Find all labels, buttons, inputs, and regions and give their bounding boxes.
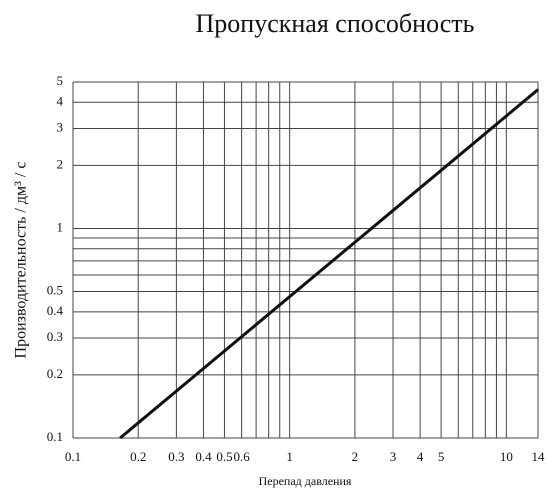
y-tick-label: 5: [57, 73, 64, 88]
y-tick-label: 0.4: [47, 303, 64, 318]
x-tick-label: 4: [417, 449, 424, 464]
x-tick-label: 0.2: [130, 449, 146, 464]
y-tick-label: 3: [57, 119, 64, 134]
x-tick-label: 14: [532, 449, 546, 464]
x-tick-label: 1: [286, 449, 293, 464]
x-tick-label: 2: [352, 449, 359, 464]
y-tick-label: 0.1: [47, 429, 63, 444]
data-line: [119, 88, 539, 440]
x-tick-label: 3: [390, 449, 397, 464]
y-tick-label: 0.2: [47, 366, 63, 381]
y-axis-label: Производительность / дм³ / с: [13, 162, 30, 359]
y-tick-label: 1: [57, 219, 64, 234]
x-tick-label: 0.6: [233, 449, 250, 464]
x-tick-label: 0.4: [195, 449, 212, 464]
y-tick-label: 0.3: [47, 329, 63, 344]
chart-title: Пропускная способность: [196, 9, 475, 38]
x-tick-label: 10: [500, 449, 513, 464]
x-tick-label: 0.5: [216, 449, 232, 464]
x-tick-label: 0.3: [168, 449, 184, 464]
x-tick-label: 5: [438, 449, 445, 464]
y-tick-label: 2: [57, 156, 64, 171]
x-tick-label: 0.1: [65, 449, 81, 464]
x-axis-label: Перепад давления: [259, 474, 352, 488]
y-tick-label: 0.5: [47, 283, 63, 298]
y-tick-label: 4: [57, 93, 64, 108]
